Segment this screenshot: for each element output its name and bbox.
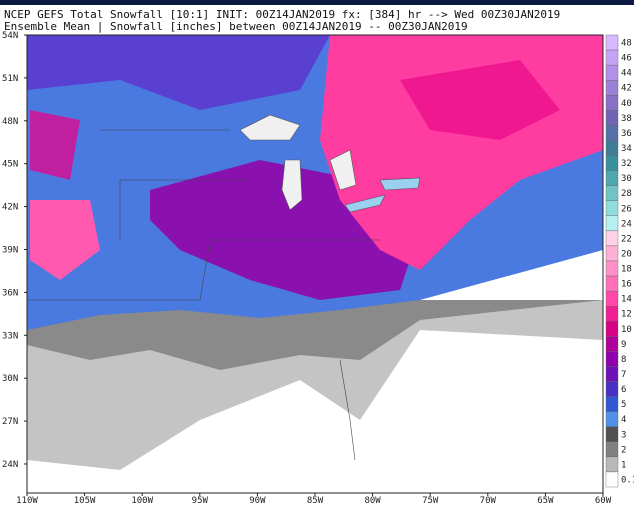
lat-label: 30N: [2, 374, 18, 384]
colorbar-swatch: [605, 110, 619, 126]
colorbar-label: 24: [621, 219, 632, 229]
lat-label: 24N: [2, 460, 18, 470]
longitude-labels: 110W 105W 100W 95W 90W 85W 80W 75W 70W 65W 60W: [16, 493, 612, 506]
colorbar-swatch: [605, 275, 619, 292]
colorbar-swatch: [605, 49, 619, 66]
colorbar-swatch: [605, 306, 619, 322]
colorbar-label: 8: [621, 355, 626, 365]
colorbar-label: 12: [621, 310, 632, 320]
colorbar-swatch: [605, 381, 619, 397]
colorbar-swatch: [605, 441, 619, 458]
colorbar-swatch: [605, 34, 619, 51]
colorbar-swatch: [605, 396, 619, 412]
colorbar-label: 44: [621, 69, 632, 79]
latitude-labels: 54N 51N 48N 45N 42N 39N 36N 33N 30N 27N 24N: [2, 31, 27, 470]
lat-label: 36N: [2, 288, 18, 298]
colorbar-swatch: [605, 336, 619, 352]
colorbar-swatch: [605, 230, 619, 247]
top-bar: [0, 0, 634, 5]
lon-label: 85W: [307, 496, 324, 506]
colorbar-label: 28: [621, 189, 632, 199]
colorbar-label: 9: [621, 340, 626, 350]
lat-label: 42N: [2, 203, 18, 213]
colorbar-label: 22: [621, 234, 632, 244]
lon-label: 65W: [537, 496, 554, 506]
colorbar-label: 42: [621, 84, 632, 94]
colorbar-label: 5: [621, 400, 626, 410]
colorbar-label: 14: [621, 295, 632, 305]
colorbar-swatch: [605, 411, 619, 427]
colorbar-swatch: [605, 140, 619, 156]
title-line-2: Ensemble Mean | Snowfall [inches] betwee…: [4, 20, 468, 33]
colorbar-label: 1: [621, 460, 626, 470]
colorbar-swatch: [605, 471, 619, 488]
colorbar-label: 26: [621, 204, 632, 214]
colorbar-swatch: [605, 426, 619, 443]
lat-label: 39N: [2, 246, 18, 256]
colorbar-swatch: [605, 366, 619, 382]
colorbar-label: 16: [621, 280, 632, 290]
colorbar-swatch: [605, 245, 619, 262]
snowfall-field: [26, 34, 604, 494]
colorbar-swatch: [605, 170, 619, 186]
colorbar-label: 46: [621, 54, 632, 64]
colorbar-swatch: [605, 260, 619, 277]
colorbar-swatch: [605, 79, 619, 96]
colorbar-label: 10: [621, 325, 632, 335]
colorbar-swatch: [605, 64, 619, 81]
colorbar-label: 30: [621, 174, 632, 184]
lon-label: 70W: [480, 496, 497, 506]
colorbar-label: 2: [621, 445, 626, 455]
lat-label: 54N: [2, 31, 18, 41]
lat-label: 27N: [2, 417, 18, 427]
colorbar-label: 36: [621, 129, 632, 139]
colorbar-swatch: [605, 290, 619, 307]
colorbar-label: 38: [621, 114, 632, 124]
lon-label: 75W: [422, 496, 439, 506]
colorbar-label: 32: [621, 159, 632, 169]
colorbar-swatch: [605, 200, 619, 217]
colorbar-label: 3: [621, 430, 626, 440]
colorbar-label: 6: [621, 385, 626, 395]
colorbar-label: 7: [621, 370, 626, 380]
lon-label: 60W: [595, 496, 612, 506]
colorbar-label: 18: [621, 265, 632, 275]
lon-label: 105W: [74, 496, 96, 506]
lat-label: 51N: [2, 74, 18, 84]
colorbar-swatch: [605, 185, 619, 201]
lat-label: 45N: [2, 160, 18, 170]
colorbar-swatch: [605, 155, 619, 171]
colorbar-label: 0.1: [621, 475, 634, 485]
lon-label: 100W: [131, 496, 153, 506]
colorbar-swatch: [605, 456, 619, 473]
colorbar: 4846444240383634323028262422201816141210…: [605, 34, 634, 488]
colorbar-swatch: [605, 125, 619, 141]
lat-label: 48N: [2, 117, 18, 127]
lon-label: 95W: [192, 496, 209, 506]
colorbar-label: 40: [621, 99, 632, 109]
colorbar-label: 34: [621, 144, 632, 154]
lon-label: 110W: [16, 496, 38, 506]
colorbar-swatch: [605, 321, 619, 337]
title-line-1: NCEP GEFS Total Snowfall [10:1] INIT: 00…: [4, 8, 560, 21]
colorbar-label: 48: [621, 39, 632, 49]
lon-label: 90W: [249, 496, 266, 506]
colorbar-swatch: [605, 95, 619, 111]
lat-label: 33N: [2, 331, 18, 341]
colorbar-label: 20: [621, 249, 632, 259]
colorbar-swatch: [605, 215, 619, 232]
lon-label: 80W: [364, 496, 381, 506]
colorbar-swatch: [605, 351, 619, 367]
colorbar-label: 4: [621, 415, 626, 425]
